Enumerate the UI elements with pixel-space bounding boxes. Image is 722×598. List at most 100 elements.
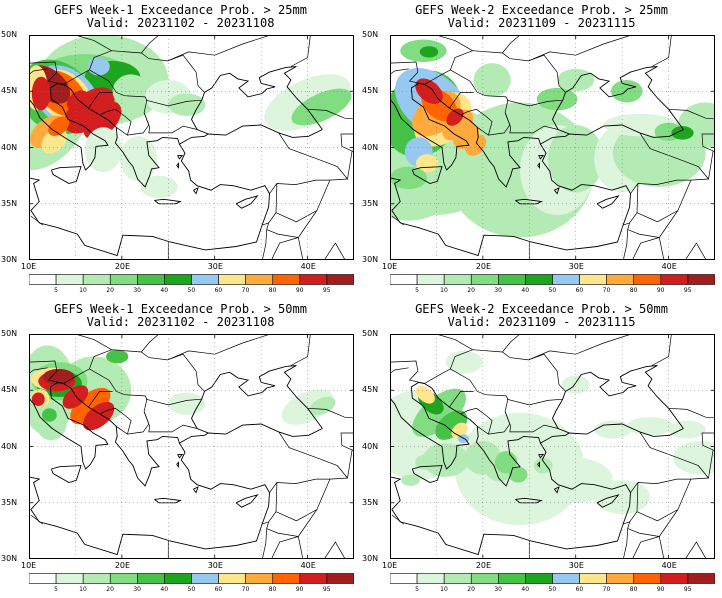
- border: [269, 477, 348, 493]
- coastline: [193, 486, 199, 494]
- border: [622, 521, 630, 559]
- colorbar-swatch: [390, 274, 418, 285]
- colorbar-swatch: [633, 274, 662, 285]
- border: [424, 50, 566, 93]
- colorbar-swatch: [498, 274, 526, 285]
- probability-region: [415, 454, 440, 471]
- border: [506, 99, 563, 107]
- probability-region: [594, 480, 650, 514]
- border: [449, 92, 474, 109]
- border: [627, 528, 660, 559]
- graticule: [29, 334, 354, 559]
- longitude-label: 10E: [382, 262, 398, 271]
- probability-region: [508, 466, 528, 483]
- probability-region: [87, 57, 110, 76]
- border: [141, 35, 160, 54]
- border: [639, 108, 715, 180]
- border: [290, 334, 311, 366]
- map-frame: [390, 35, 715, 260]
- border: [297, 536, 346, 559]
- longitude-label: 20E: [475, 561, 492, 570]
- latitude-label: 45N: [362, 385, 379, 395]
- map-panel-week1-25mm: GEFS Week-1 Exceedance Prob. > 25mm Vali…: [0, 0, 361, 299]
- coastline: [63, 66, 323, 188]
- border: [651, 334, 672, 366]
- border: [424, 349, 566, 392]
- graticule: [390, 334, 715, 559]
- colorbar-swatch: [82, 573, 111, 584]
- colorbar-swatch: [579, 274, 607, 285]
- border: [639, 407, 715, 479]
- border: [449, 391, 474, 408]
- longitude-label: 10E: [21, 561, 37, 570]
- latitude-label: 35N: [362, 497, 379, 507]
- border: [63, 50, 205, 93]
- border: [72, 334, 112, 351]
- longitude-label: 30E: [207, 561, 223, 570]
- coastline: [176, 162, 179, 169]
- colorbar-swatch: [552, 573, 580, 584]
- colorbar-swatch: [633, 573, 662, 584]
- colorbar-label: 90: [656, 287, 665, 294]
- border: [266, 528, 299, 559]
- probability-region: [291, 88, 352, 126]
- colorbar-label: 80: [629, 287, 638, 294]
- longitude-label: 10E: [21, 262, 37, 271]
- graticule: [390, 35, 715, 260]
- border: [390, 367, 409, 374]
- colorbar-swatch: [606, 274, 635, 285]
- border: [29, 61, 64, 85]
- probability-map: [29, 334, 354, 559]
- colorbar-swatch: [82, 274, 111, 285]
- colorbar-swatch: [552, 274, 580, 285]
- colorbar-swatch: [272, 274, 301, 285]
- latitude-label: 50N: [362, 30, 379, 39]
- probability-region: [31, 76, 51, 111]
- border: [297, 237, 346, 260]
- colorbar-label: 10: [79, 287, 87, 294]
- coastline: [390, 442, 631, 556]
- border: [502, 334, 521, 353]
- colorbar-label: 10: [440, 586, 448, 593]
- probability-region: [62, 385, 89, 409]
- border: [290, 35, 311, 67]
- coastline: [50, 166, 82, 184]
- border: [99, 407, 132, 435]
- colorbar-swatch: [443, 274, 472, 285]
- longitude-label: 20E: [114, 262, 131, 271]
- colorbar-label: 40: [521, 586, 530, 593]
- colorbar-label: 40: [160, 287, 169, 294]
- border: [29, 360, 64, 384]
- colorbar-label: 95: [322, 287, 331, 294]
- probability-region: [445, 350, 483, 374]
- graticule: [29, 35, 354, 260]
- border: [278, 108, 354, 180]
- border: [261, 222, 269, 260]
- border: [622, 222, 630, 260]
- colorbar-swatch: [109, 573, 138, 584]
- colorbar-swatch: [299, 274, 328, 285]
- map-panel-week2-25mm: GEFS Week-2 Exceedance Prob. > 25mm Vali…: [361, 0, 722, 299]
- colorbar-label: 5: [415, 586, 419, 593]
- latitude-label: 40N: [362, 142, 379, 152]
- colorbar-label: 20: [467, 586, 475, 593]
- colorbar-swatch: [660, 573, 689, 584]
- colorbar-label: 70: [241, 586, 250, 593]
- probability-shading: [390, 39, 715, 238]
- coastline: [554, 187, 560, 195]
- colorbar-swatch: [579, 573, 607, 584]
- coastline: [235, 494, 259, 508]
- colorbar-label: 60: [575, 287, 584, 294]
- panel-valid-dates: Valid: 20231109 - 20231115: [447, 315, 636, 329]
- border: [433, 334, 473, 351]
- latitude-label: 35N: [1, 497, 18, 507]
- coastline: [29, 82, 109, 171]
- coastline: [63, 365, 323, 487]
- coastline: [515, 198, 543, 205]
- coastline: [569, 124, 684, 138]
- colorbar-label: 60: [214, 287, 223, 294]
- coastline: [554, 486, 560, 494]
- border: [506, 398, 563, 406]
- border: [30, 215, 44, 226]
- latitude-label: 40N: [362, 441, 379, 451]
